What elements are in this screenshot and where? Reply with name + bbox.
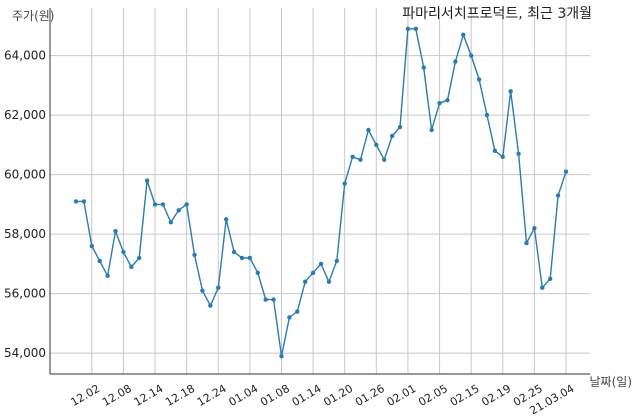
data-point — [105, 273, 110, 279]
data-point — [310, 270, 316, 276]
data-point — [255, 270, 260, 276]
x-tick-label: 01.26 — [353, 382, 387, 409]
x-tick-label: 12.08 — [100, 382, 134, 409]
data-point — [350, 154, 355, 159]
data-point — [121, 249, 126, 255]
data-point — [152, 202, 158, 207]
x-tick-label: 12.14 — [132, 382, 166, 409]
x-tick-label: 01.20 — [321, 382, 355, 409]
data-point — [176, 208, 181, 213]
data-point — [413, 26, 419, 32]
x-tick-label: 01.14 — [290, 382, 324, 409]
y-tick-label: 62,000 — [4, 108, 46, 122]
data-point — [295, 309, 300, 314]
data-point — [429, 127, 434, 133]
data-point — [516, 151, 521, 157]
data-point — [540, 285, 545, 290]
data-point — [168, 220, 174, 225]
x-tick-label: 12.24 — [195, 382, 229, 409]
data-point — [382, 157, 387, 162]
data-point — [389, 133, 395, 139]
data-point — [405, 26, 411, 32]
x-tick-label: 02.05 — [416, 382, 450, 409]
data-point — [500, 154, 505, 159]
data-point — [484, 112, 490, 118]
data-point — [358, 157, 363, 162]
x-tick-label: 12.18 — [163, 382, 197, 409]
data-point — [192, 252, 197, 258]
data-point — [326, 279, 332, 284]
data-point — [342, 181, 347, 186]
data-point — [231, 249, 237, 255]
data-point — [508, 89, 513, 94]
data-point — [318, 261, 324, 267]
data-point — [302, 279, 308, 284]
chart-title: 파마리서치프로덕트, 최근 3개월 — [402, 6, 592, 22]
data-point — [271, 297, 276, 302]
data-point — [468, 53, 474, 58]
data-point — [160, 202, 166, 207]
data-point — [113, 228, 118, 234]
data-point — [334, 258, 340, 264]
data-point — [287, 315, 292, 320]
data-point — [263, 297, 268, 302]
x-tick-label: 01.08 — [258, 382, 292, 409]
data-point — [129, 264, 134, 270]
data-point — [492, 148, 498, 154]
x-tick-label: 12.02 — [68, 382, 102, 409]
data-point — [524, 240, 529, 246]
y-axis-label: 주가(원) — [12, 9, 54, 23]
data-point — [144, 178, 150, 183]
x-axis-label: 날짜(일) — [590, 375, 632, 389]
data-point — [563, 169, 569, 174]
data-point — [279, 353, 284, 359]
price-series-line — [76, 28, 567, 357]
data-point — [445, 98, 450, 103]
data-point — [366, 127, 371, 133]
data-point — [89, 243, 95, 249]
y-tick-label: 64,000 — [4, 49, 46, 63]
data-point — [81, 199, 87, 204]
x-tick-label: 02.15 — [448, 382, 482, 409]
data-point — [397, 124, 403, 130]
grid-layer — [50, 8, 590, 374]
data-point — [437, 101, 442, 106]
data-point — [216, 285, 221, 290]
x-tick-label: 02.01 — [385, 382, 419, 409]
data-point — [532, 225, 537, 231]
data-point — [555, 193, 561, 198]
x-tick-label: 02.19 — [479, 382, 513, 409]
y-tick-label: 58,000 — [4, 227, 46, 241]
series-layer — [73, 26, 569, 359]
y-tick-label: 54,000 — [4, 346, 46, 360]
data-point — [223, 217, 229, 222]
data-point — [200, 288, 205, 293]
data-point — [97, 258, 102, 264]
x-tick-label: 01.04 — [227, 382, 261, 409]
data-point — [184, 202, 189, 207]
data-point — [421, 65, 426, 70]
data-point — [239, 255, 245, 261]
y-tick-label: 60,000 — [4, 168, 46, 182]
data-point — [247, 255, 253, 261]
data-point — [374, 142, 379, 148]
data-point — [453, 59, 458, 64]
data-point — [73, 199, 79, 204]
data-point — [208, 303, 213, 308]
data-point — [476, 77, 482, 82]
data-point — [137, 255, 142, 261]
y-tick-label: 56,000 — [4, 287, 46, 301]
data-point — [547, 276, 553, 281]
data-point — [461, 32, 466, 37]
